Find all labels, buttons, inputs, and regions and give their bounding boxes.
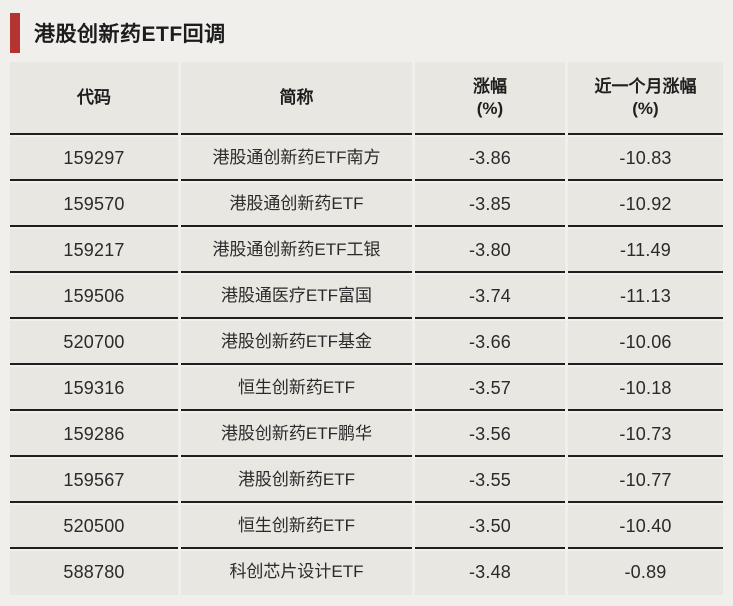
change-cell: -3.50 [415, 505, 565, 549]
monthly-change-cell: -0.89 [568, 551, 723, 595]
code-cell: 520700 [10, 321, 178, 365]
code-cell: 159567 [10, 459, 178, 503]
change-cell: -3.66 [415, 321, 565, 365]
code-cell: 588780 [10, 551, 178, 595]
name-cell: 恒生创新药ETF [181, 505, 412, 549]
name-cell: 港股通创新药ETF [181, 183, 412, 227]
monthly-change-cell: -10.18 [568, 367, 723, 411]
red-accent-bar [10, 13, 20, 53]
monthly-change-cell: -10.92 [568, 183, 723, 227]
name-cell: 港股创新药ETF基金 [181, 321, 412, 365]
name-cell: 港股通创新药ETF工银 [181, 229, 412, 273]
name-cell: 港股通医疗ETF富国 [181, 275, 412, 319]
name-cell: 恒生创新药ETF [181, 367, 412, 411]
monthly-change-cell: -10.40 [568, 505, 723, 549]
monthly-change-cell: -11.13 [568, 275, 723, 319]
change-cell: -3.57 [415, 367, 565, 411]
change-cell: -3.74 [415, 275, 565, 319]
code-cell: 159297 [10, 137, 178, 181]
change-cell: -3.80 [415, 229, 565, 273]
monthly-change-cell: -11.49 [568, 229, 723, 273]
code-cell: 159316 [10, 367, 178, 411]
page-title: 港股创新药ETF回调 [34, 23, 226, 46]
monthly-change-cell: -10.73 [568, 413, 723, 457]
monthly-change-cell: -10.83 [568, 137, 723, 181]
change-cell: -3.55 [415, 459, 565, 503]
title-bar: 港股创新药ETF回调 [0, 0, 733, 62]
change-cell: -3.48 [415, 551, 565, 595]
change-cell: -3.85 [415, 183, 565, 227]
code-cell: 159506 [10, 275, 178, 319]
change-cell: -3.56 [415, 413, 565, 457]
name-cell: 港股创新药ETF [181, 459, 412, 503]
name-cell: 科创芯片设计ETF [181, 551, 412, 595]
column-header-change: 涨幅 (%) [415, 62, 565, 135]
name-cell: 港股通创新药ETF南方 [181, 137, 412, 181]
column-header-monthly-change: 近一个月涨幅 (%) [568, 62, 723, 135]
code-cell: 159570 [10, 183, 178, 227]
monthly-change-cell: -10.06 [568, 321, 723, 365]
name-cell: 港股创新药ETF鹏华 [181, 413, 412, 457]
change-cell: -3.86 [415, 137, 565, 181]
monthly-change-cell: -10.77 [568, 459, 723, 503]
etf-table: 代码 简称 涨幅 (%) 近一个月涨幅 (%) 159297 港股通创新药ETF… [10, 62, 723, 595]
column-header-code: 代码 [10, 62, 178, 135]
code-cell: 159217 [10, 229, 178, 273]
code-cell: 520500 [10, 505, 178, 549]
code-cell: 159286 [10, 413, 178, 457]
column-header-name: 简称 [181, 62, 412, 135]
